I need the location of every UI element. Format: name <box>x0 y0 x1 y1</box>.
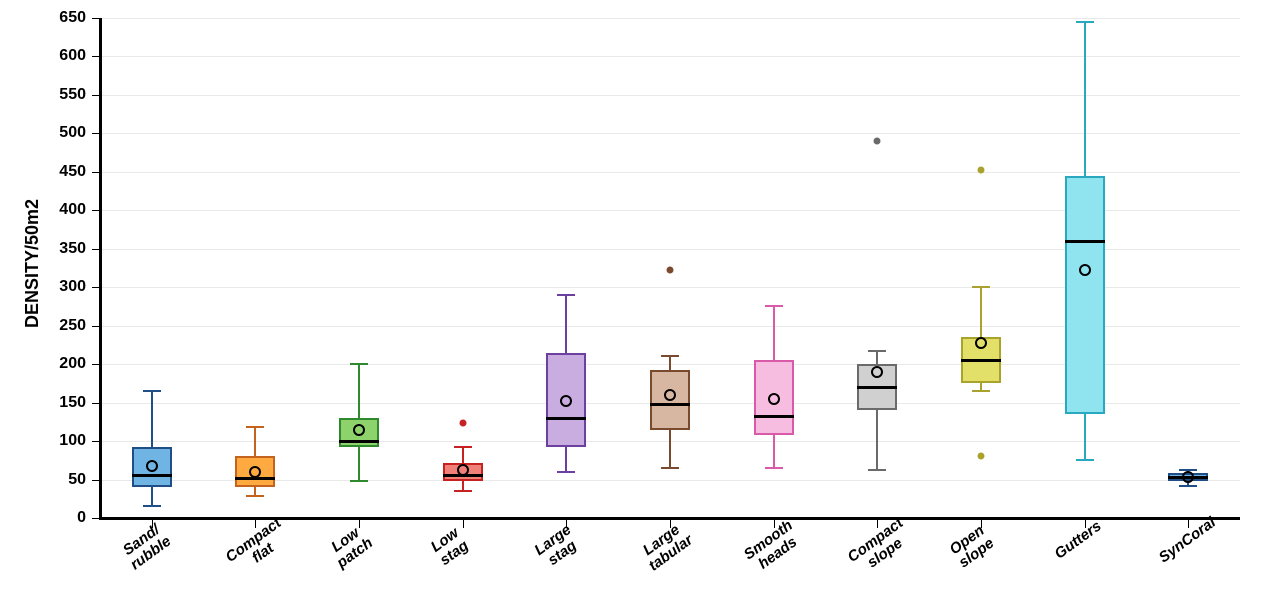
box <box>1065 176 1105 414</box>
whisker-lower <box>565 447 567 472</box>
gridline <box>100 133 1240 134</box>
x-tick-label: Lowpatch <box>325 522 376 571</box>
median-line <box>339 440 379 443</box>
y-tick-label: 50 <box>36 471 86 489</box>
gridline <box>100 172 1240 173</box>
whisker-cap-lower <box>765 467 783 469</box>
whisker-cap-upper <box>1076 21 1094 23</box>
whisker-cap-lower <box>1076 459 1094 461</box>
y-tick-label: 500 <box>36 124 86 142</box>
whisker-cap-upper <box>350 363 368 365</box>
gridline <box>100 95 1240 96</box>
x-tick-label: Largetabular <box>637 519 696 574</box>
mean-marker <box>146 460 158 472</box>
outlier-point <box>459 420 466 427</box>
whisker-cap-lower <box>350 480 368 482</box>
median-line <box>546 417 586 420</box>
mean-marker <box>1079 264 1091 276</box>
median-line <box>857 386 897 389</box>
x-tick-label: Compactslope <box>845 515 915 578</box>
y-axis-title: DENSITY/50m2 <box>22 199 43 328</box>
whisker-cap-lower <box>454 490 472 492</box>
median-line <box>961 359 1001 362</box>
whisker-lower <box>773 435 775 468</box>
whisker-cap-lower <box>143 505 161 507</box>
whisker-lower <box>876 410 878 469</box>
x-tick-label: Largestag <box>532 522 584 572</box>
whisker-cap-lower <box>661 467 679 469</box>
whisker-cap-upper <box>661 355 679 357</box>
outlier-point <box>874 138 881 145</box>
mean-marker <box>1182 471 1194 483</box>
whisker-upper <box>565 295 567 353</box>
whisker-cap-lower <box>557 471 575 473</box>
median-line <box>650 403 690 406</box>
whisker-cap-upper <box>765 305 783 307</box>
whisker-cap-lower <box>868 469 886 471</box>
x-tick-mark <box>463 518 464 528</box>
y-tick-label: 200 <box>36 355 86 373</box>
y-tick-label: 100 <box>36 432 86 450</box>
whisker-cap-lower <box>972 390 990 392</box>
whisker-upper <box>254 427 256 456</box>
outlier-point <box>977 453 984 460</box>
whisker-cap-upper <box>868 350 886 352</box>
whisker-cap-upper <box>143 390 161 392</box>
whisker-upper <box>1084 22 1086 176</box>
whisker-lower <box>358 447 360 481</box>
median-line <box>754 415 794 418</box>
mean-marker <box>975 337 987 349</box>
x-tick-label: Compactflat <box>224 515 294 578</box>
y-tick-label: 250 <box>36 317 86 335</box>
whisker-cap-upper <box>972 286 990 288</box>
mean-marker <box>249 466 261 478</box>
whisker-lower <box>669 430 671 468</box>
y-axis-line <box>99 18 102 520</box>
whisker-upper <box>358 364 360 418</box>
whisker-upper <box>151 391 153 447</box>
whisker-cap-upper <box>557 294 575 296</box>
mean-marker <box>353 424 365 436</box>
mean-marker <box>768 393 780 405</box>
mean-marker <box>871 366 883 378</box>
whisker-upper <box>462 447 464 462</box>
whisker-upper <box>669 356 671 370</box>
y-tick-label: 300 <box>36 278 86 296</box>
whisker-cap-lower <box>1179 485 1197 487</box>
y-tick-label: 400 <box>36 201 86 219</box>
outlier-point <box>667 266 674 273</box>
y-tick-label: 150 <box>36 394 86 412</box>
y-tick-label: 350 <box>36 240 86 258</box>
mean-marker <box>664 389 676 401</box>
x-tick-label: Lowstag <box>428 525 471 569</box>
x-tick-label: Smoothheads <box>741 518 805 576</box>
whisker-lower <box>151 487 153 506</box>
y-tick-label: 450 <box>36 163 86 181</box>
whisker-lower <box>1084 414 1086 460</box>
y-tick-label: 550 <box>36 86 86 104</box>
y-tick-label: 0 <box>36 509 86 527</box>
whisker-upper <box>980 287 982 337</box>
whisker-cap-lower <box>246 495 264 497</box>
whisker-upper <box>773 306 775 360</box>
median-line <box>1065 240 1105 243</box>
density-boxplot-chart: 0 50 100 150 200 250 300 350 400 450 500 550 600 650 S… <box>0 0 1265 611</box>
x-tick-label: Openslope <box>947 522 997 571</box>
gridline <box>100 18 1240 19</box>
median-line <box>132 474 172 477</box>
outlier-point <box>977 167 984 174</box>
whisker-upper <box>876 351 878 364</box>
whisker-cap-upper <box>246 426 264 428</box>
plot-area: 050100150200250300350400450500550600650S… <box>100 18 1240 518</box>
x-tick-label: Sand/rubble <box>118 521 174 573</box>
gridline <box>100 56 1240 57</box>
mean-marker <box>560 395 572 407</box>
whisker-cap-upper <box>454 446 472 448</box>
y-tick-label: 650 <box>36 9 86 27</box>
y-tick-label: 600 <box>36 47 86 65</box>
x-tick-mark <box>1188 518 1189 528</box>
x-tick-label: Gutters <box>1052 518 1104 562</box>
mean-marker <box>457 464 469 476</box>
